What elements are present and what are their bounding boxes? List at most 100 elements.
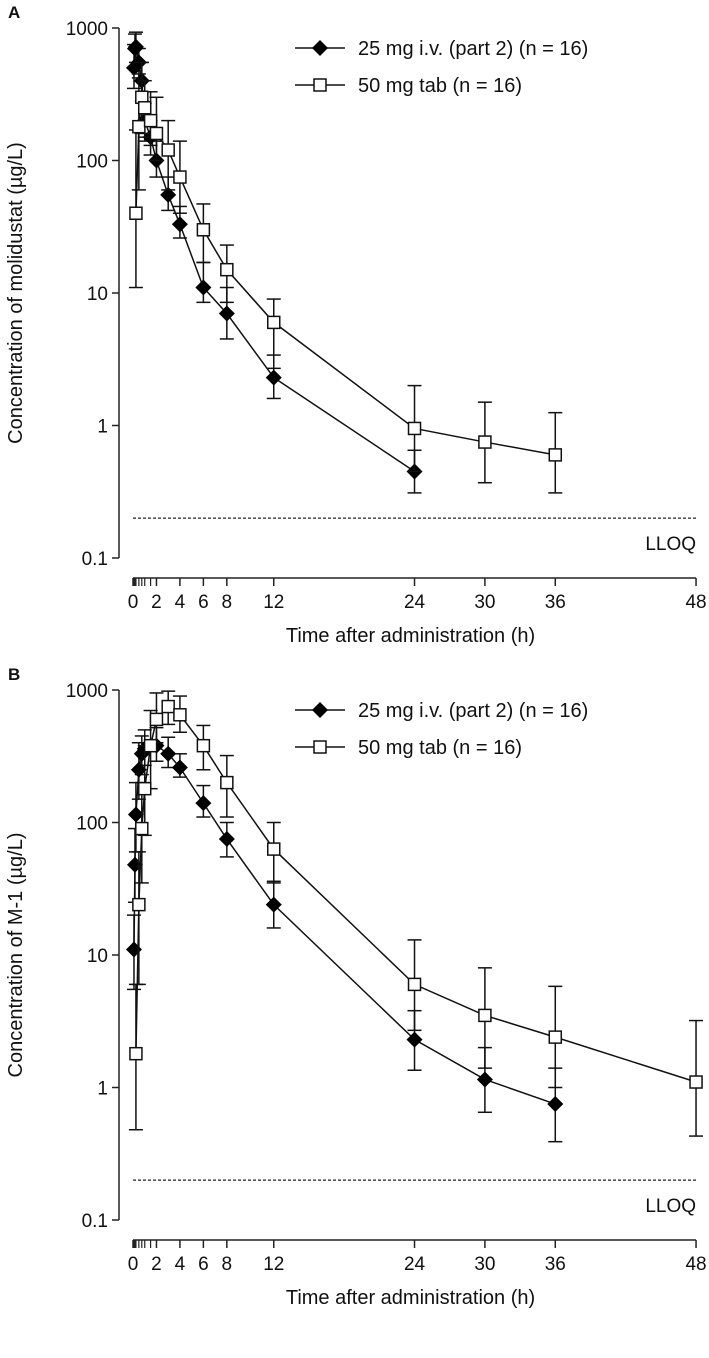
data-point-square [267, 315, 281, 330]
y-tick-label: 1000 [66, 681, 108, 702]
lloq-label: LLOQ [645, 534, 696, 555]
data-point-diamond [195, 279, 212, 296]
x-tick-label: 6 [198, 592, 209, 613]
data-point-square [407, 977, 422, 992]
data-point-diamond [127, 806, 144, 823]
x-tick-label: 4 [175, 592, 186, 613]
data-point-square [137, 101, 152, 115]
x-tick-label: 12 [263, 1254, 284, 1275]
x-tick-label: 2 [151, 592, 162, 613]
x-axis-label: Time after administration (h) [286, 625, 535, 647]
data-point-square [548, 448, 563, 462]
data-point-diamond [265, 369, 282, 386]
x-tick-label: 8 [222, 1254, 233, 1275]
data-point-square [149, 126, 164, 141]
data-point-diamond [160, 745, 177, 762]
data-point-diamond [160, 186, 177, 203]
panel-label: B [8, 665, 20, 684]
data-point-diamond [195, 795, 212, 812]
data-point-square [129, 1046, 143, 1061]
legend-entry: 25 mg i.v. (part 2) (n = 16) [295, 38, 588, 60]
x-tick-label: 48 [685, 592, 706, 613]
legend-label: 25 mg i.v. (part 2) (n = 16) [358, 700, 588, 722]
series-tab [128, 690, 704, 1137]
x-tick-label: 12 [263, 592, 284, 613]
data-point-square [478, 1008, 492, 1023]
y-tick-label: 1 [97, 1079, 108, 1100]
legend-entry: 50 mg tab (n = 16) [295, 75, 522, 97]
data-point-square [689, 1075, 703, 1089]
x-tick-label: 36 [545, 592, 566, 613]
data-point-square [161, 143, 175, 157]
y-tick-label: 1000 [66, 19, 108, 40]
series-iv [125, 726, 564, 1143]
legend-label: 50 mg tab (n = 16) [358, 75, 522, 97]
data-point-diamond [406, 1031, 423, 1048]
x-tick-label: 24 [404, 1254, 426, 1275]
legend-diamond-icon [312, 40, 328, 56]
data-point-diamond [127, 38, 144, 55]
data-point-square [135, 821, 149, 836]
legend-diamond-icon [312, 702, 328, 718]
series-line [135, 705, 697, 1083]
legend-square-icon [313, 78, 327, 92]
y-axis-label: Concentration of molidustat (µg/L) [5, 142, 27, 444]
data-point-diamond [547, 1096, 564, 1113]
data-point-square [478, 435, 492, 449]
legend-square-icon [313, 740, 327, 754]
y-tick-label: 10 [87, 946, 108, 967]
data-point-square [220, 775, 234, 790]
data-point-square [220, 262, 234, 277]
data-point-square [267, 842, 281, 856]
x-tick-label: 30 [474, 592, 495, 613]
x-tick-label: 8 [222, 592, 233, 613]
data-point-square [149, 712, 164, 727]
x-tick-label: 36 [545, 1254, 566, 1275]
x-tick-label: 4 [175, 1254, 186, 1275]
y-tick-label: 0.1 [82, 549, 108, 570]
x-axis-label: Time after administration (h) [286, 1287, 535, 1309]
data-point-square [143, 738, 158, 753]
y-tick-label: 100 [76, 152, 108, 173]
data-point-square [173, 708, 187, 722]
data-point-square [143, 113, 158, 128]
series-tab [128, 61, 563, 494]
y-tick-label: 10 [87, 284, 108, 305]
data-point-square [407, 421, 422, 436]
legend-entry: 50 mg tab (n = 16) [295, 737, 522, 759]
series-iv [125, 31, 423, 494]
y-axis-label: Concentration of M-1 (µg/L) [5, 833, 27, 1078]
data-point-diamond [476, 1071, 493, 1088]
legend-label: 50 mg tab (n = 16) [358, 737, 522, 759]
x-tick-label: 24 [404, 592, 426, 613]
x-tick-label: 2 [151, 1254, 162, 1275]
data-point-square [548, 1030, 563, 1044]
x-tick-label: 6 [198, 1254, 209, 1275]
legend-label: 25 mg i.v. (part 2) (n = 16) [358, 38, 588, 60]
data-point-diamond [171, 759, 188, 776]
lloq-label: LLOQ [645, 1196, 696, 1217]
data-point-square [132, 897, 146, 912]
x-tick-label: 48 [685, 1254, 706, 1275]
series-line [133, 744, 556, 1105]
legend-entry: 25 mg i.v. (part 2) (n = 16) [295, 700, 588, 722]
data-point-square [196, 738, 211, 753]
data-point-diamond [130, 761, 147, 778]
x-tick-label: 0 [128, 592, 139, 613]
x-tick-label: 0 [128, 1254, 139, 1275]
data-point-square [173, 170, 187, 184]
data-point-square [196, 223, 211, 237]
y-tick-label: 0.1 [82, 1211, 108, 1232]
y-tick-label: 1 [97, 417, 108, 438]
data-point-square [161, 699, 175, 714]
data-point-square [132, 119, 146, 134]
x-tick-label: 30 [474, 1254, 495, 1275]
data-point-diamond [171, 216, 188, 233]
data-point-square [137, 781, 152, 796]
data-point-diamond [218, 831, 235, 848]
data-point-square [129, 206, 143, 220]
